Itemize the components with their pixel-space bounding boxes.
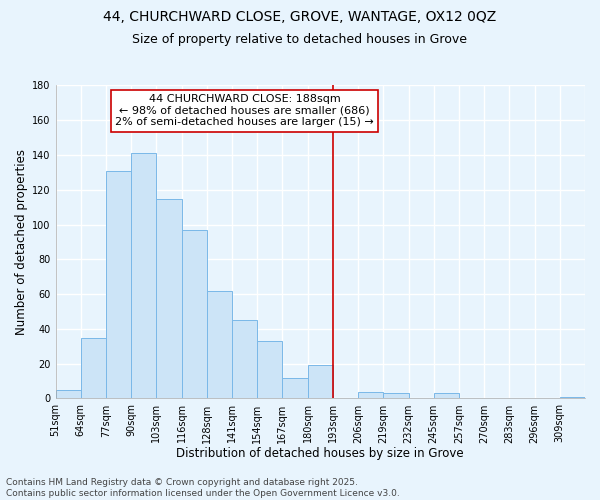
Bar — [560, 396, 585, 398]
Bar — [257, 341, 283, 398]
Bar — [182, 230, 207, 398]
Bar — [56, 390, 81, 398]
Text: Contains HM Land Registry data © Crown copyright and database right 2025.
Contai: Contains HM Land Registry data © Crown c… — [6, 478, 400, 498]
Bar — [434, 394, 459, 398]
Text: 44, CHURCHWARD CLOSE, GROVE, WANTAGE, OX12 0QZ: 44, CHURCHWARD CLOSE, GROVE, WANTAGE, OX… — [103, 10, 497, 24]
Text: Size of property relative to detached houses in Grove: Size of property relative to detached ho… — [133, 32, 467, 46]
Bar — [232, 320, 257, 398]
Bar — [358, 392, 383, 398]
Bar — [207, 290, 232, 399]
X-axis label: Distribution of detached houses by size in Grove: Distribution of detached houses by size … — [176, 447, 464, 460]
Bar — [383, 394, 409, 398]
Bar — [283, 378, 308, 398]
Bar — [81, 338, 106, 398]
Bar — [131, 154, 157, 398]
Bar — [157, 198, 182, 398]
Bar — [308, 366, 333, 398]
Y-axis label: Number of detached properties: Number of detached properties — [15, 149, 28, 335]
Bar — [106, 170, 131, 398]
Text: 44 CHURCHWARD CLOSE: 188sqm
← 98% of detached houses are smaller (686)
2% of sem: 44 CHURCHWARD CLOSE: 188sqm ← 98% of det… — [115, 94, 374, 128]
